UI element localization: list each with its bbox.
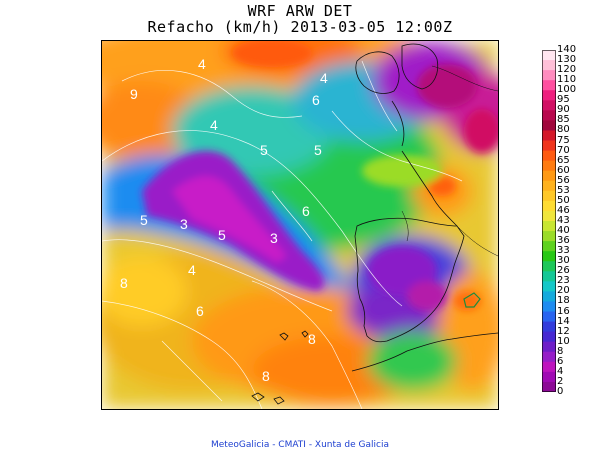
colorbar-cell	[542, 180, 556, 192]
colorbar-cell	[542, 120, 556, 131]
colorbar-tick-label: 4	[557, 365, 564, 377]
contour-label: 5	[218, 227, 226, 243]
colorbar-tick-label: 85	[557, 114, 570, 126]
colorbar-tick-label: 20	[557, 285, 570, 297]
colorbar-tick-label: 6	[557, 355, 564, 367]
colorbar-tick-label: 53	[557, 184, 570, 196]
colorbar-cell	[542, 221, 556, 232]
colorbar-tick-label: 2	[557, 375, 564, 387]
colorbar-tick-label: 80	[557, 124, 570, 136]
colorbar-cell	[542, 140, 556, 152]
colorbar-tick-label: 140	[557, 44, 577, 55]
coastlines	[251, 43, 498, 405]
colorbar-cell	[542, 150, 556, 162]
colorbar-cell	[542, 100, 556, 111]
contour-label: 6	[196, 303, 204, 319]
colorbar-tick-label: 23	[557, 275, 570, 287]
colorbar-tick-label: 70	[557, 144, 570, 156]
colorbar-cell	[542, 241, 556, 252]
colorbar	[542, 50, 556, 392]
contour-label: 6	[312, 92, 320, 108]
contour-label: 4	[210, 117, 218, 133]
colorbar-cell	[542, 190, 556, 202]
contour-label: 4	[198, 56, 206, 72]
colorbar-cell	[542, 261, 556, 272]
colorbar-tick-label: 56	[557, 174, 570, 186]
contour-label: 8	[120, 275, 128, 291]
colorbar-tick-label: 0	[557, 386, 564, 397]
colorbar-tick-label: 120	[557, 64, 577, 76]
colorbar-cell	[542, 231, 556, 242]
colorbar-cell	[542, 170, 556, 182]
colorbar-cell	[542, 311, 556, 323]
colorbar-cell	[542, 281, 556, 292]
colorbar-tick-label: 50	[557, 194, 570, 206]
colorbar-cell	[542, 110, 556, 121]
contour-label: 3	[270, 230, 278, 246]
wind-gust-map: 4 9 4 4 5 5 6 5 3 3 4 5 8 8 6 6 8	[101, 40, 499, 410]
colorbar-tick-label: 30	[557, 255, 570, 267]
colorbar-tick-label: 36	[557, 235, 570, 247]
colorbar-cell	[542, 50, 556, 61]
colorbar-tick-label: 130	[557, 54, 577, 66]
contour-label: 5	[260, 142, 268, 158]
colorbar-cell	[542, 251, 556, 262]
colorbar-tick-label: 90	[557, 104, 570, 116]
colorbar-cell	[542, 60, 556, 71]
colorbar-cell	[542, 210, 556, 222]
contour-label: 6	[302, 203, 310, 219]
contour-label: 5	[140, 212, 148, 228]
contour-label: 9	[130, 86, 138, 102]
colorbar-tick-label: 46	[557, 204, 570, 216]
colorbar-tick-label: 40	[557, 225, 570, 237]
colorbar-cell	[542, 341, 556, 353]
contour-label: 4	[188, 262, 196, 278]
contour-label: 5	[314, 142, 322, 158]
colorbar-cell	[542, 351, 556, 363]
contour-lines	[102, 60, 463, 409]
colorbar-cell	[542, 331, 556, 343]
colorbar-cell	[542, 291, 556, 302]
colorbar-tick-label: 18	[557, 295, 570, 307]
colorbar-tick-label: 65	[557, 154, 570, 166]
contour-label: 3	[180, 216, 188, 232]
colorbar-tick-label: 95	[557, 94, 570, 106]
colorbar-tick-label: 14	[557, 315, 570, 327]
colorbar-cell	[542, 160, 556, 172]
colorbar-cell	[542, 80, 556, 91]
colorbar-cell	[542, 371, 556, 383]
colorbar-cell	[542, 130, 556, 142]
colorbar-tick-label: 60	[557, 164, 570, 176]
colorbar-tick-label: 26	[557, 265, 570, 277]
wind-core-layer	[142, 41, 498, 311]
colorbar-tick-label: 16	[557, 305, 570, 317]
colorbar-cell	[542, 271, 556, 282]
colorbar-cell	[542, 70, 556, 81]
contour-label: 8	[262, 368, 270, 384]
colorbar-tick-label: 100	[557, 84, 577, 96]
footer-credit: MeteoGalicia - CMATI - Xunta de Galicia	[211, 440, 389, 450]
chart-subtitle: Refacho (km/h) 2013-03-05 12:00Z	[147, 18, 453, 36]
colorbar-tick-label: 110	[557, 74, 577, 86]
colorbar-cell	[542, 301, 556, 313]
colorbar-outline	[542, 50, 556, 392]
contour-label: 4	[320, 70, 328, 86]
colorbar-cell	[542, 200, 556, 212]
colorbar-tick-label: 75	[557, 134, 570, 146]
chart-title: WRF ARW DET	[247, 2, 353, 20]
colorbar-cell	[542, 361, 556, 373]
contour-label: 8	[308, 331, 316, 347]
colorbar-tick-label: 8	[557, 345, 564, 357]
colorbar-cell	[542, 321, 556, 333]
colorbar-cell	[542, 90, 556, 101]
colorbar-cell	[542, 381, 556, 392]
colorbar-tick-label: 33	[557, 245, 570, 257]
colorbar-tick-label: 43	[557, 215, 570, 226]
contour-labels: 4 9 4 4 5 5 6 5 3 3 4 5 8 8 6 6 8	[120, 56, 328, 384]
colorbar-tick-label: 10	[557, 335, 570, 347]
colorbar-tick-label: 12	[557, 325, 570, 337]
